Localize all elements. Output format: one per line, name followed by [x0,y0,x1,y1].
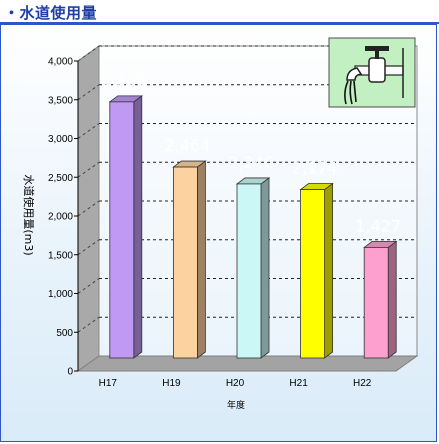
bar-front [172,166,198,359]
bar-H19 [172,160,207,359]
y-axis-title: 水道使用量(m3) [22,174,36,255]
gridline-side [77,45,100,62]
bar-H21 [299,182,334,359]
bar-front [363,247,389,359]
bar-side [133,95,143,359]
y-tick-label: 1,500 [48,250,73,261]
gridline-side [77,316,100,333]
x-tick-label: H17 [99,378,118,389]
data-label: 3,305 [101,71,147,90]
y-tick-label: 3,500 [48,95,73,106]
data-label: 2,464 [164,136,210,155]
data-label: 2,174 [292,159,338,178]
bar-front [236,183,262,359]
bar-side [387,240,397,359]
x-tick-label: H20 [226,378,245,389]
bar-H20 [235,177,271,359]
bar-front [300,189,326,359]
y-tick-label: 4,000 [48,57,73,68]
bar-side [324,182,334,359]
bar-front [109,101,135,359]
y-tick-label: 0 [67,367,73,378]
bar-side [260,177,270,359]
y-axis-ticks: 0 500 1,000 1,500 2,000 2,500 3,000 3,500 4,000 [48,57,79,378]
y-tick-label: 1,000 [48,289,73,300]
gridline-side [77,239,100,256]
gridline-side [77,123,100,139]
gridline-side [77,161,100,178]
data-label: 1,427 [355,216,401,235]
data-labels: 3,305 2,464 2,246 2,174 1,427 [101,71,401,236]
y-tick-label: 2,000 [48,212,73,223]
x-axis-title: 年度 [227,399,245,411]
axis-titles: 水道使用量(m3) 年度 [22,174,245,411]
x-axis-ticks: H17 H19 H20 H21 H22 [99,378,372,389]
y-tick-label: 2,500 [48,173,73,184]
floor [76,355,419,372]
water-faucet-icon [328,37,416,108]
gridline-side [77,278,100,294]
y-tick-label: 500 [56,328,73,339]
bar-H22 [363,240,398,359]
bars [108,95,398,359]
page-title: ・水道使用量 [4,4,98,22]
x-tick-label: H22 [353,378,372,389]
gridline-side [77,84,100,101]
x-tick-label: H19 [162,378,181,389]
title-underline [0,22,439,24]
gridline-side [77,200,100,217]
x-tick-label: H21 [289,378,308,389]
bar-side [196,160,206,359]
y-tick-label: 3,000 [48,134,73,145]
data-label: 2,246 [228,153,274,172]
bar-H17 [108,95,144,359]
